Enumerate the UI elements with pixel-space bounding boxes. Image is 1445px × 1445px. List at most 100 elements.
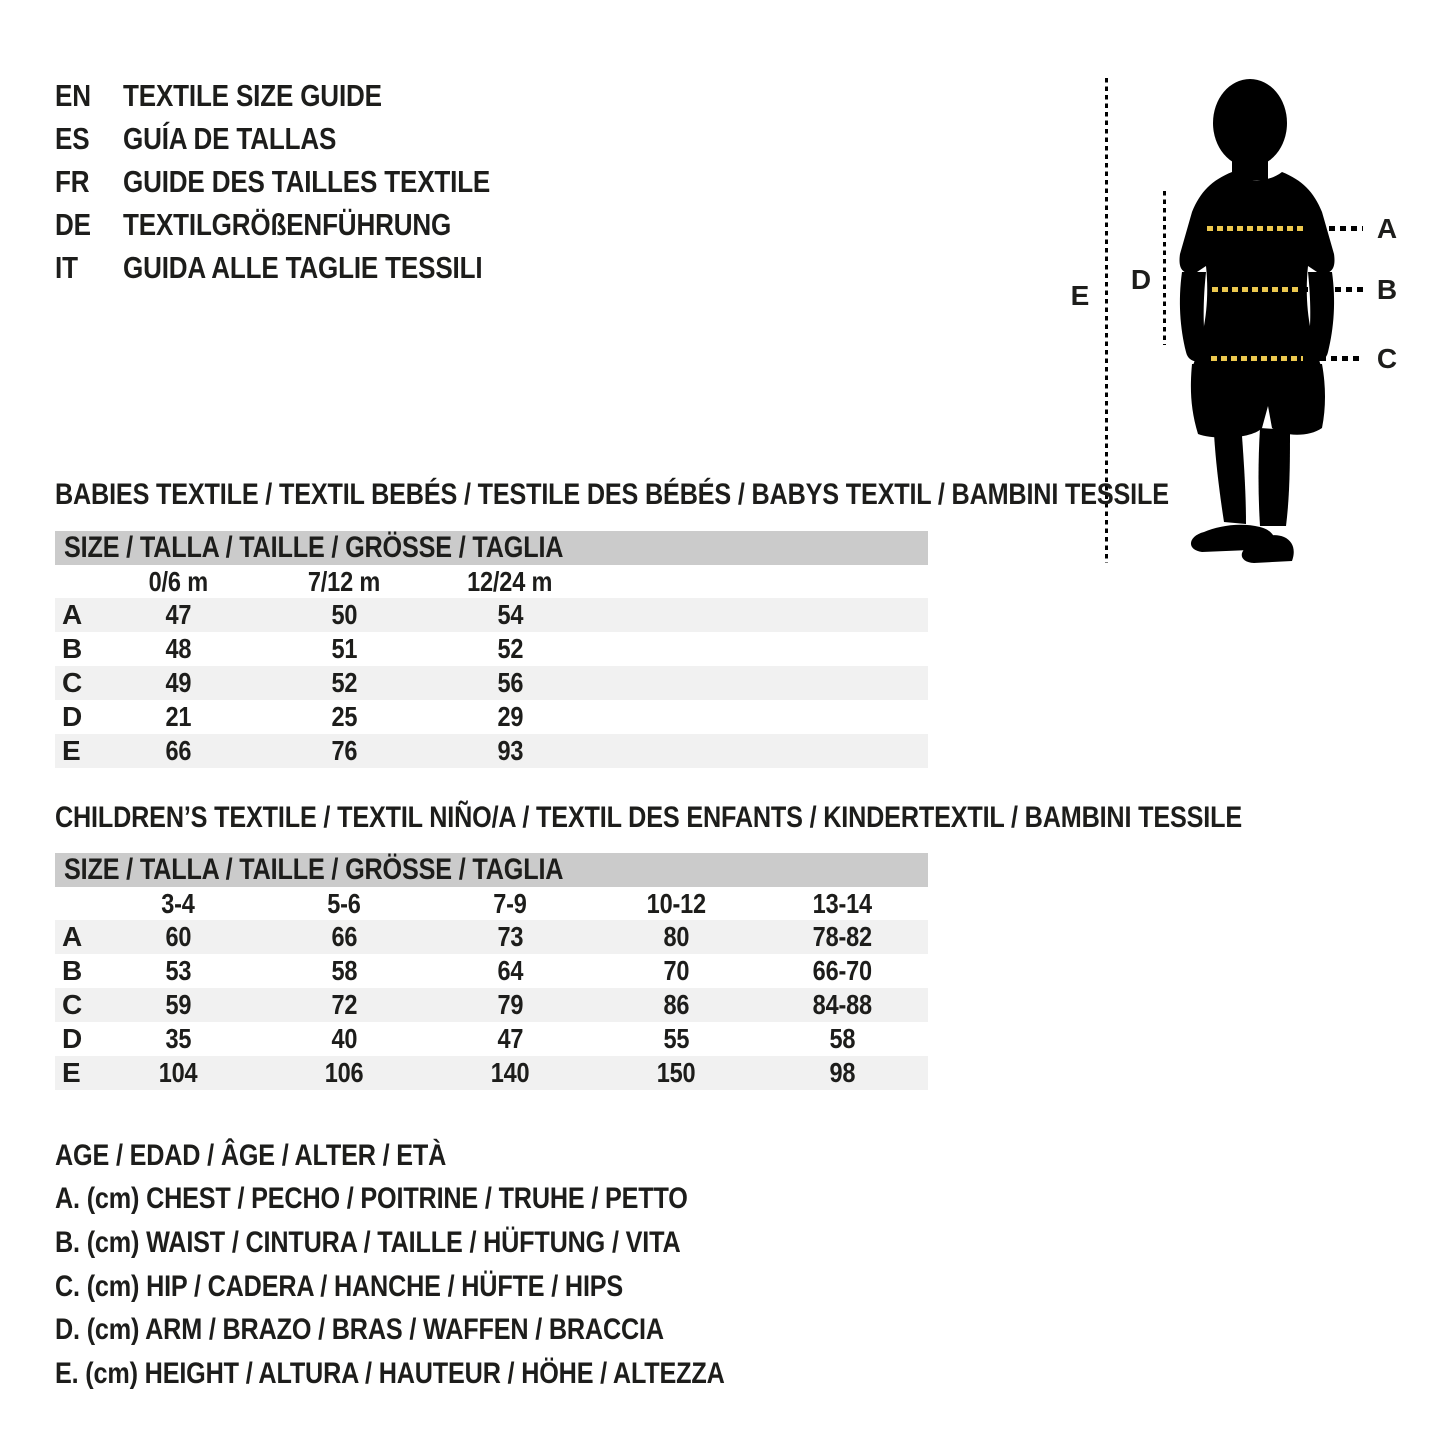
- cell: 58: [331, 955, 357, 986]
- children-size-table: SIZE / TALLA / TAILLE / GRÖSSE / TAGLIA …: [55, 853, 928, 1090]
- cell: 86: [663, 989, 689, 1020]
- cell: 66: [331, 921, 357, 952]
- row-label: D: [62, 701, 83, 732]
- table-row: D 35 40 47 55 58: [55, 1022, 928, 1056]
- cell: 98: [829, 1057, 855, 1088]
- cell: 29: [497, 701, 523, 732]
- guide-title-de: TEXTILGRÖßENFÜHRUNG: [123, 206, 452, 242]
- measure-label-height: E: [1070, 280, 1090, 311]
- cell: 54: [497, 599, 523, 630]
- measurement-legend: AGE / EDAD / ÂGE / ALTER / ETÀ A. (cm) C…: [55, 1134, 852, 1396]
- legend-chest: A. (cm) CHEST / PECHO / POITRINE / TRUHE…: [55, 1182, 688, 1216]
- column-header: 10-12: [646, 888, 706, 919]
- cell: 60: [165, 921, 191, 952]
- row-label: C: [62, 989, 83, 1020]
- cell: 48: [165, 633, 191, 664]
- waist-dash-on-body: [1212, 287, 1300, 292]
- row-label: B: [62, 955, 83, 986]
- column-header: 7/12 m: [307, 566, 381, 597]
- language-row: DE TEXTILGRÖßENFÜHRUNG: [55, 203, 560, 246]
- cell: 72: [331, 989, 357, 1020]
- waist-dash-extension: [1302, 287, 1363, 292]
- table-row: A 47 50 54: [55, 598, 928, 632]
- babies-size-table: SIZE / TALLA / TAILLE / GRÖSSE / TAGLIA …: [55, 531, 928, 768]
- column-header: 7-9: [493, 888, 527, 919]
- language-row: FR GUIDE DES TAILLES TEXTILE: [55, 160, 560, 203]
- table-row: E 66 76 93: [55, 734, 928, 768]
- guide-title-it: GUIDA ALLE TAGLIE TESSILI: [123, 249, 483, 285]
- cell: 52: [331, 667, 357, 698]
- cell: 70: [663, 955, 689, 986]
- height-measure-dotted-line: [1105, 78, 1108, 563]
- cell: 40: [331, 1023, 357, 1054]
- guide-title-en: TEXTILE SIZE GUIDE: [123, 77, 382, 113]
- cell: 49: [165, 667, 191, 698]
- cell: 80: [663, 921, 689, 952]
- row-label: A: [62, 599, 83, 630]
- cell: 64: [497, 955, 523, 986]
- column-header: 12/24 m: [467, 566, 553, 597]
- cell: 59: [165, 989, 191, 1020]
- table-row: B 53 58 64 70 66-70: [55, 954, 928, 988]
- language-code: ES: [55, 120, 90, 156]
- row-label: C: [62, 667, 83, 698]
- column-header: 0/6 m: [148, 566, 208, 597]
- babies-section-title: BABIES TEXTILE / TEXTIL BEBÉS / TESTILE …: [55, 478, 1169, 511]
- cell: 106: [324, 1057, 364, 1088]
- table-row: A 60 66 73 80 78-82: [55, 920, 928, 954]
- cell: 56: [497, 667, 523, 698]
- cell: 104: [158, 1057, 198, 1088]
- language-code: IT: [55, 249, 78, 285]
- language-code: DE: [55, 206, 91, 242]
- measure-label-arm: D: [1130, 264, 1152, 295]
- row-label: B: [62, 633, 83, 664]
- measure-label-chest: A: [1376, 213, 1398, 244]
- child-silhouette-image: [1179, 79, 1335, 563]
- language-code: FR: [55, 163, 90, 199]
- cell: 53: [165, 955, 191, 986]
- cell: 79: [497, 989, 523, 1020]
- row-label: D: [62, 1023, 83, 1054]
- cell: 66: [165, 735, 191, 766]
- cell: 21: [165, 701, 191, 732]
- table-row: D 21 25 29: [55, 700, 928, 734]
- cell: 76: [331, 735, 357, 766]
- cell: 25: [331, 701, 357, 732]
- arm-measure-dotted-line: [1163, 191, 1166, 345]
- column-header-row: 3-4 5-6 7-9 10-12 13-14: [55, 887, 928, 920]
- column-header-row: 0/6 m 7/12 m 12/24 m: [55, 565, 928, 598]
- cell: 73: [497, 921, 523, 952]
- language-title-list: EN TEXTILE SIZE GUIDE ES GUÍA DE TALLAS …: [55, 74, 560, 289]
- guide-title-es: GUÍA DE TALLAS: [123, 120, 337, 156]
- cell: 150: [656, 1057, 696, 1088]
- legend-height: E. (cm) HEIGHT / ALTURA / HAUTEUR / HÖHE…: [55, 1356, 725, 1390]
- cell: 66-70: [812, 955, 872, 986]
- cell: 47: [165, 599, 191, 630]
- language-row: EN TEXTILE SIZE GUIDE: [55, 74, 560, 117]
- legend-waist: B. (cm) WAIST / CINTURA / TAILLE / HÜFTU…: [55, 1225, 681, 1259]
- cell: 51: [331, 633, 357, 664]
- hip-dash-extension: [1309, 356, 1363, 361]
- cell: 84-88: [812, 989, 872, 1020]
- row-label: E: [62, 735, 81, 766]
- cell: 58: [829, 1023, 855, 1054]
- size-header-band: SIZE / TALLA / TAILLE / GRÖSSE / TAGLIA: [55, 531, 928, 565]
- legend-age: AGE / EDAD / ÂGE / ALTER / ETÀ: [55, 1138, 447, 1172]
- column-header: 3-4: [161, 888, 195, 919]
- table-row: B 48 51 52: [55, 632, 928, 666]
- cell: 52: [497, 633, 523, 664]
- legend-arm: D. (cm) ARM / BRAZO / BRAS / WAFFEN / BR…: [55, 1313, 664, 1347]
- cell: 35: [165, 1023, 191, 1054]
- size-header-band: SIZE / TALLA / TAILLE / GRÖSSE / TAGLIA: [55, 853, 928, 887]
- cell: 50: [331, 599, 357, 630]
- language-row: ES GUÍA DE TALLAS: [55, 117, 560, 160]
- hip-dash-on-body: [1211, 356, 1303, 361]
- cell: 55: [663, 1023, 689, 1054]
- row-label: E: [62, 1057, 81, 1088]
- column-header: 5-6: [327, 888, 361, 919]
- language-code: EN: [55, 77, 91, 113]
- table-row: E 104 106 140 150 98: [55, 1056, 928, 1090]
- cell: 140: [490, 1057, 530, 1088]
- cell: 93: [497, 735, 523, 766]
